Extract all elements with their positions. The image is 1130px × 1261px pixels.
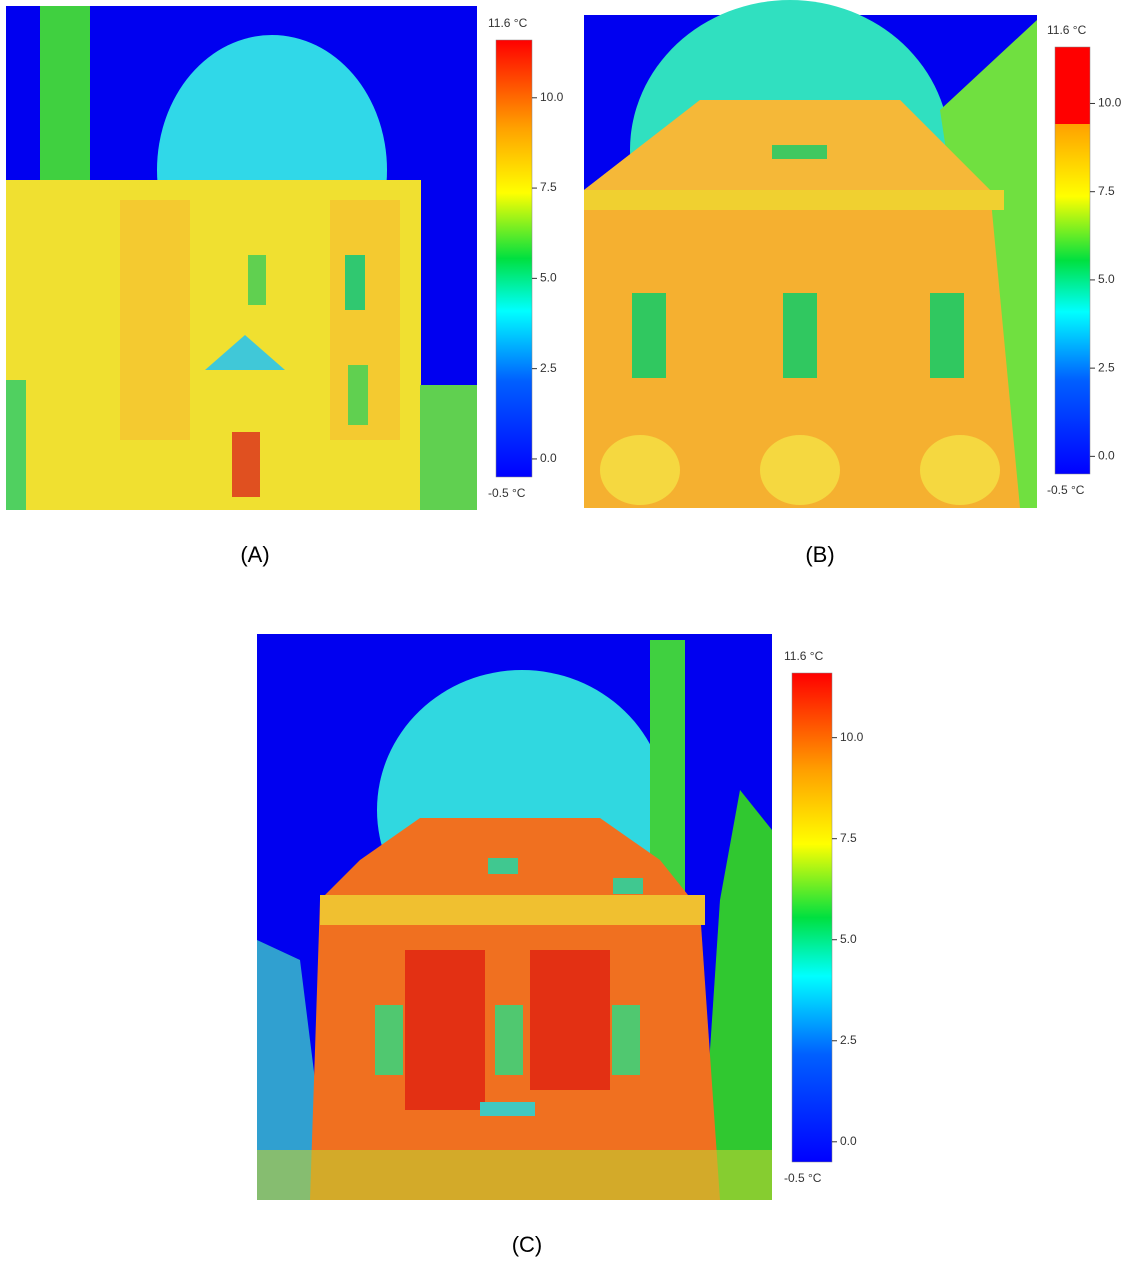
colorbar-tick-label: 2.5 <box>840 1033 857 1047</box>
colorbar-tick-label: 2.5 <box>540 361 557 375</box>
panel-label: (A) <box>240 542 269 567</box>
colorbar-tick-label: 10.0 <box>840 730 864 744</box>
colorbar-min-label: -0.5 °C <box>488 486 526 500</box>
panel-label: (C) <box>512 1232 543 1257</box>
colorbar-tick-label: 2.5 <box>1098 360 1115 374</box>
colorbar-tick-label: 5.0 <box>1098 272 1115 286</box>
colorbar <box>496 40 532 477</box>
thermal-image-a <box>6 6 477 510</box>
figure: (A) 11.6 °C -0.5 °C 10.0 7.5 5.0 2.5 0.0 (B) 11.6… <box>0 0 1130 1261</box>
colorbar-max-label: 11.6 °C <box>1047 23 1087 37</box>
colorbar-tick-label: 0.0 <box>540 451 557 465</box>
colorbar-tick-label: 5.0 <box>540 271 557 285</box>
colorbar-tick-label: 5.0 <box>840 932 857 946</box>
colorbar-tick-label: 10.0 <box>540 90 564 104</box>
colorbar-max-label: 11.6 °C <box>488 16 528 30</box>
colorbar-tick-label: 7.5 <box>840 831 857 845</box>
colorbar-min-label: -0.5 °C <box>1047 483 1085 497</box>
panel-label: (B) <box>805 542 834 567</box>
colorbar-tick-label: 0.0 <box>1098 449 1115 463</box>
thermal-image-c <box>257 634 772 1200</box>
colorbar-tick-label: 7.5 <box>1098 184 1115 198</box>
thermal-image-b <box>584 0 1037 508</box>
colorbar-tick-label: 10.0 <box>1098 96 1122 110</box>
colorbar-tick-label: 0.0 <box>840 1134 857 1148</box>
colorbar-max-label: 11.6 °C <box>784 649 824 663</box>
colorbar-tick-label: 7.5 <box>540 180 557 194</box>
colorbar-min-label: -0.5 °C <box>784 1171 822 1185</box>
colorbar <box>792 673 832 1162</box>
colorbar <box>1055 47 1090 474</box>
